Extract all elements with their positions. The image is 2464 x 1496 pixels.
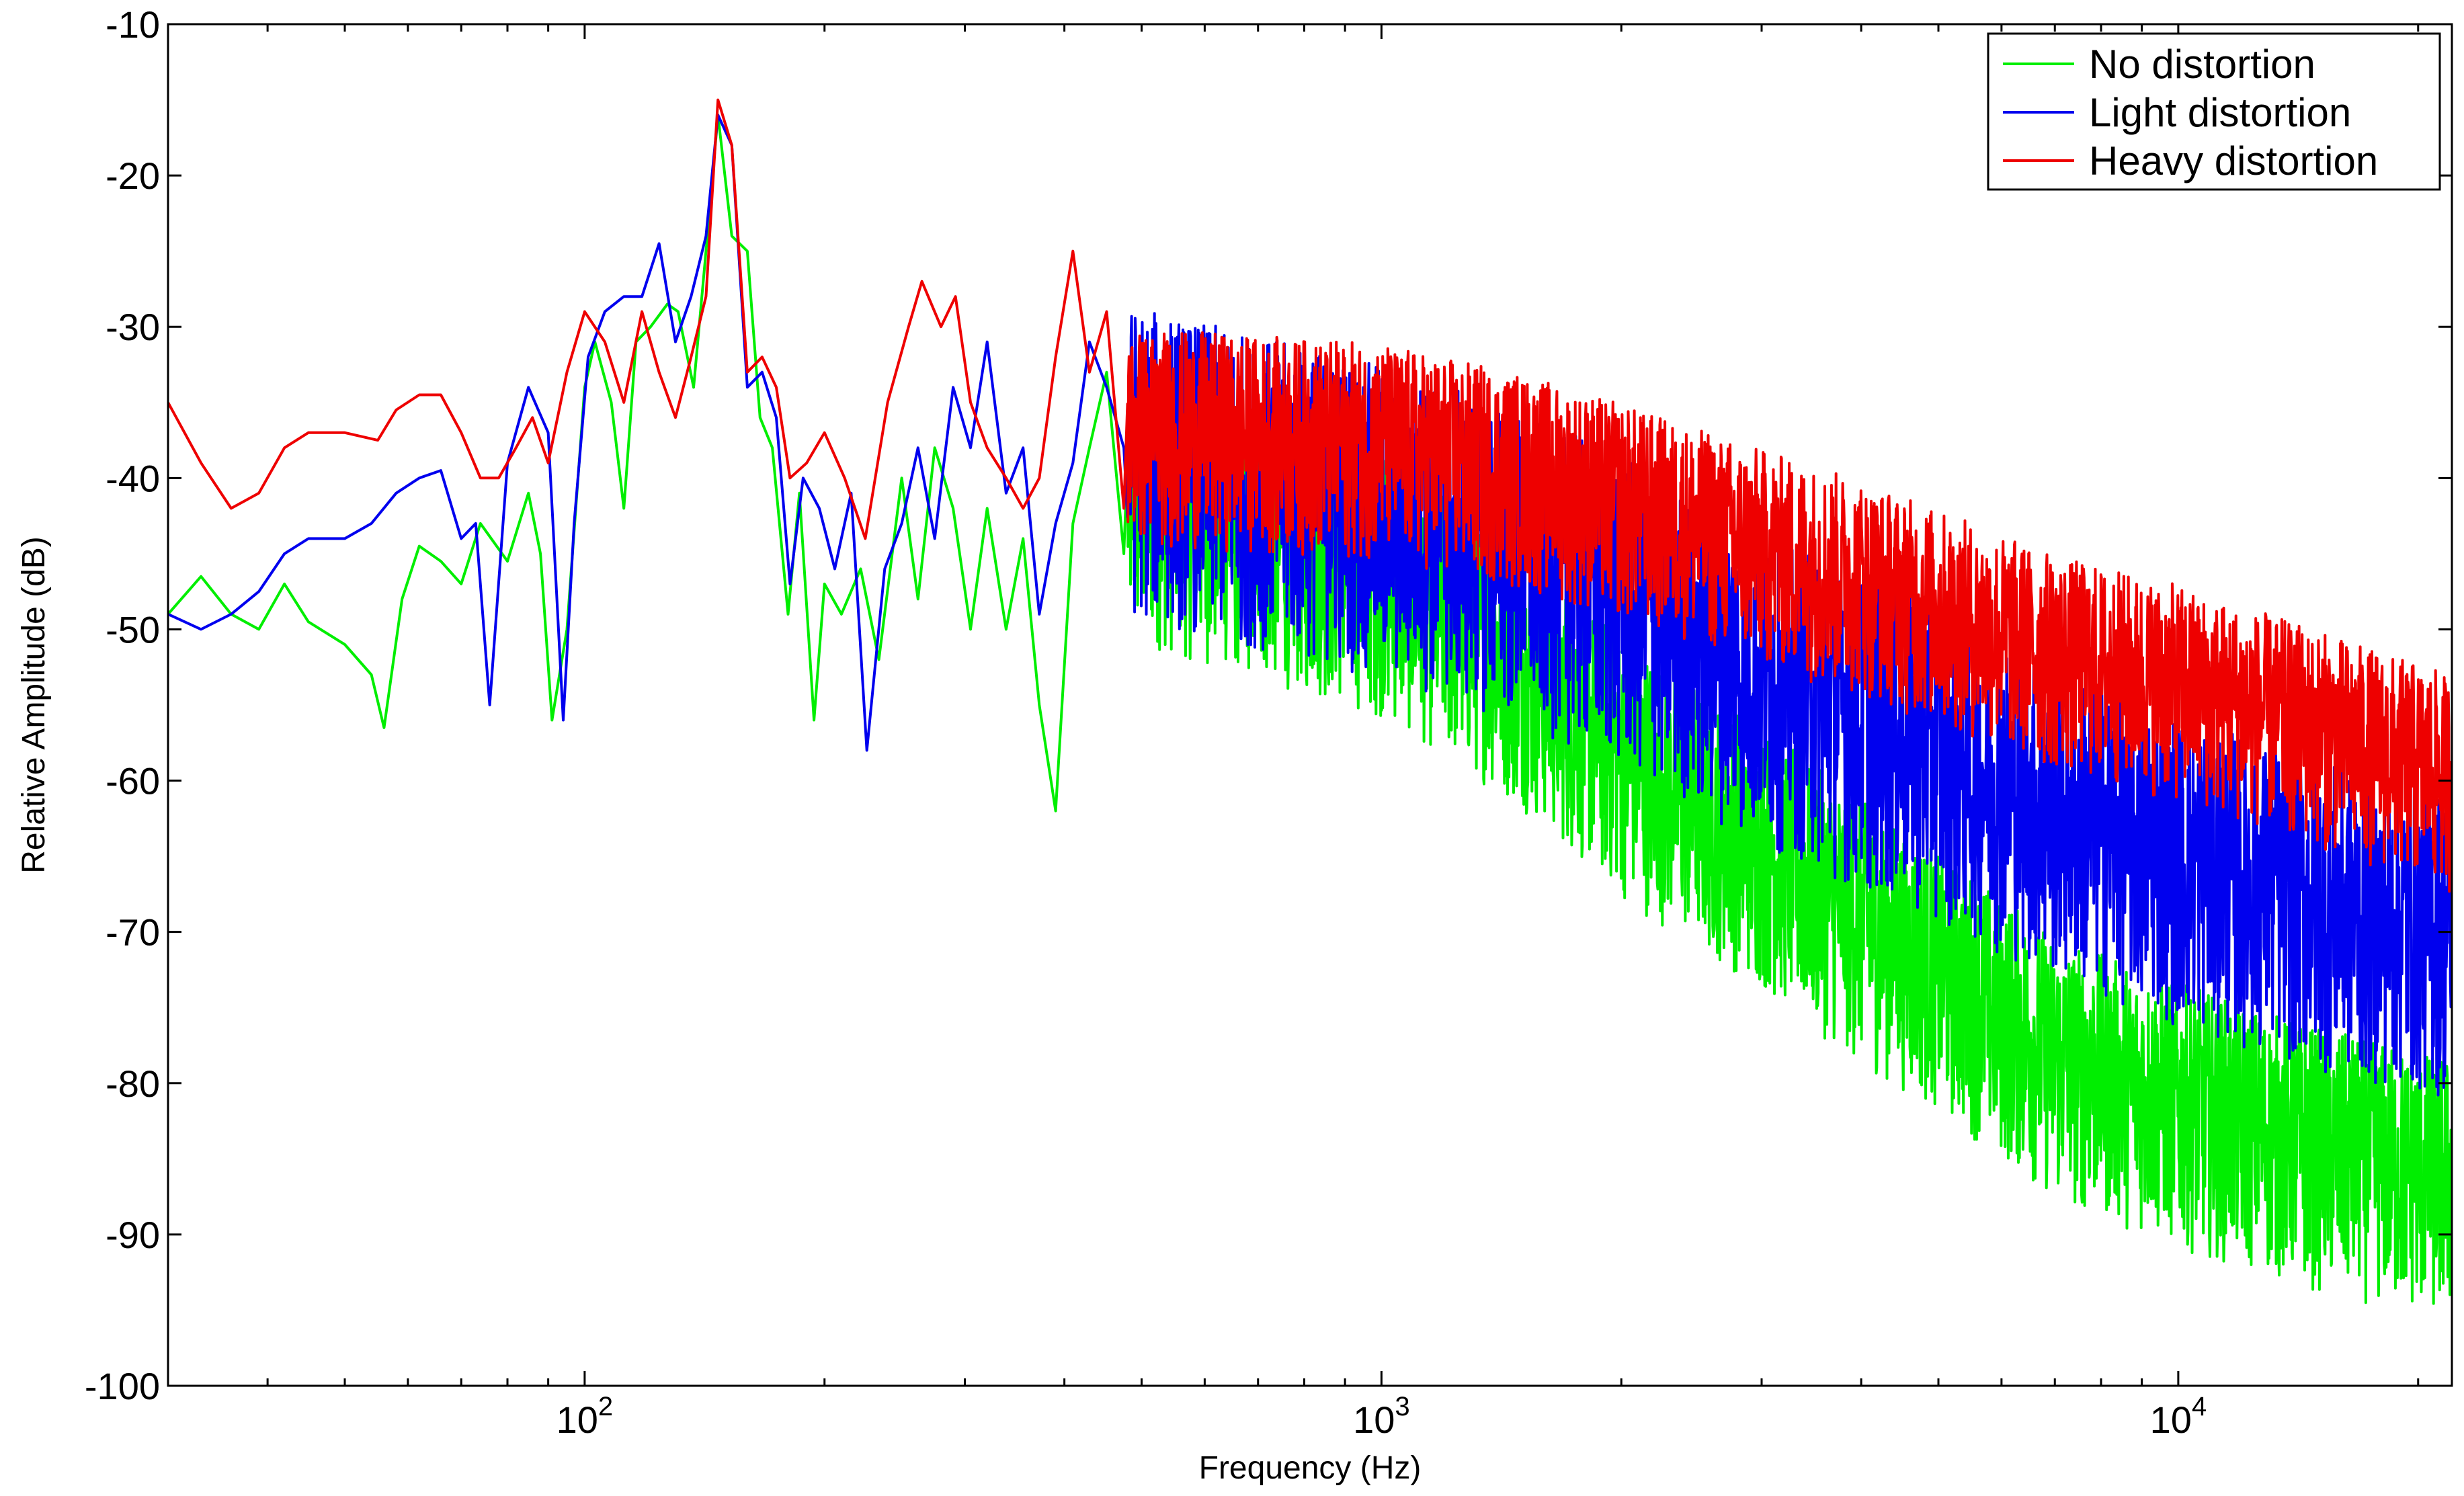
x-axis-label: Frequency (Hz) [1199,1450,1422,1486]
plot-frame [167,23,2453,1387]
y-axis-label: Relative Amplitude (dB) [16,536,52,874]
y-tick-label: -20 [106,155,160,197]
y-tick-label: -80 [106,1063,160,1105]
y-tick-label: -50 [106,608,160,651]
series-line-3 [168,98,2452,893]
y-tick-label: -30 [106,306,160,348]
y-tick-label: -10 [106,3,160,46]
y-tick-label: -90 [106,1214,160,1256]
x-tick-label: 104 [2150,1392,2207,1441]
legend-label: No distortion [2089,42,2315,87]
legend-label: Light distortion [2089,90,2351,135]
y-tick-label: -70 [106,911,160,954]
x-tick-label: 102 [557,1392,614,1441]
y-tick-label: -40 [106,457,160,499]
y-tick-label: -60 [106,760,160,802]
series-line-1 [168,114,2452,1305]
legend-label: Heavy distortion [2089,138,2378,183]
x-tick-label: 103 [1353,1392,1410,1441]
y-tick-label: -100 [85,1365,160,1407]
